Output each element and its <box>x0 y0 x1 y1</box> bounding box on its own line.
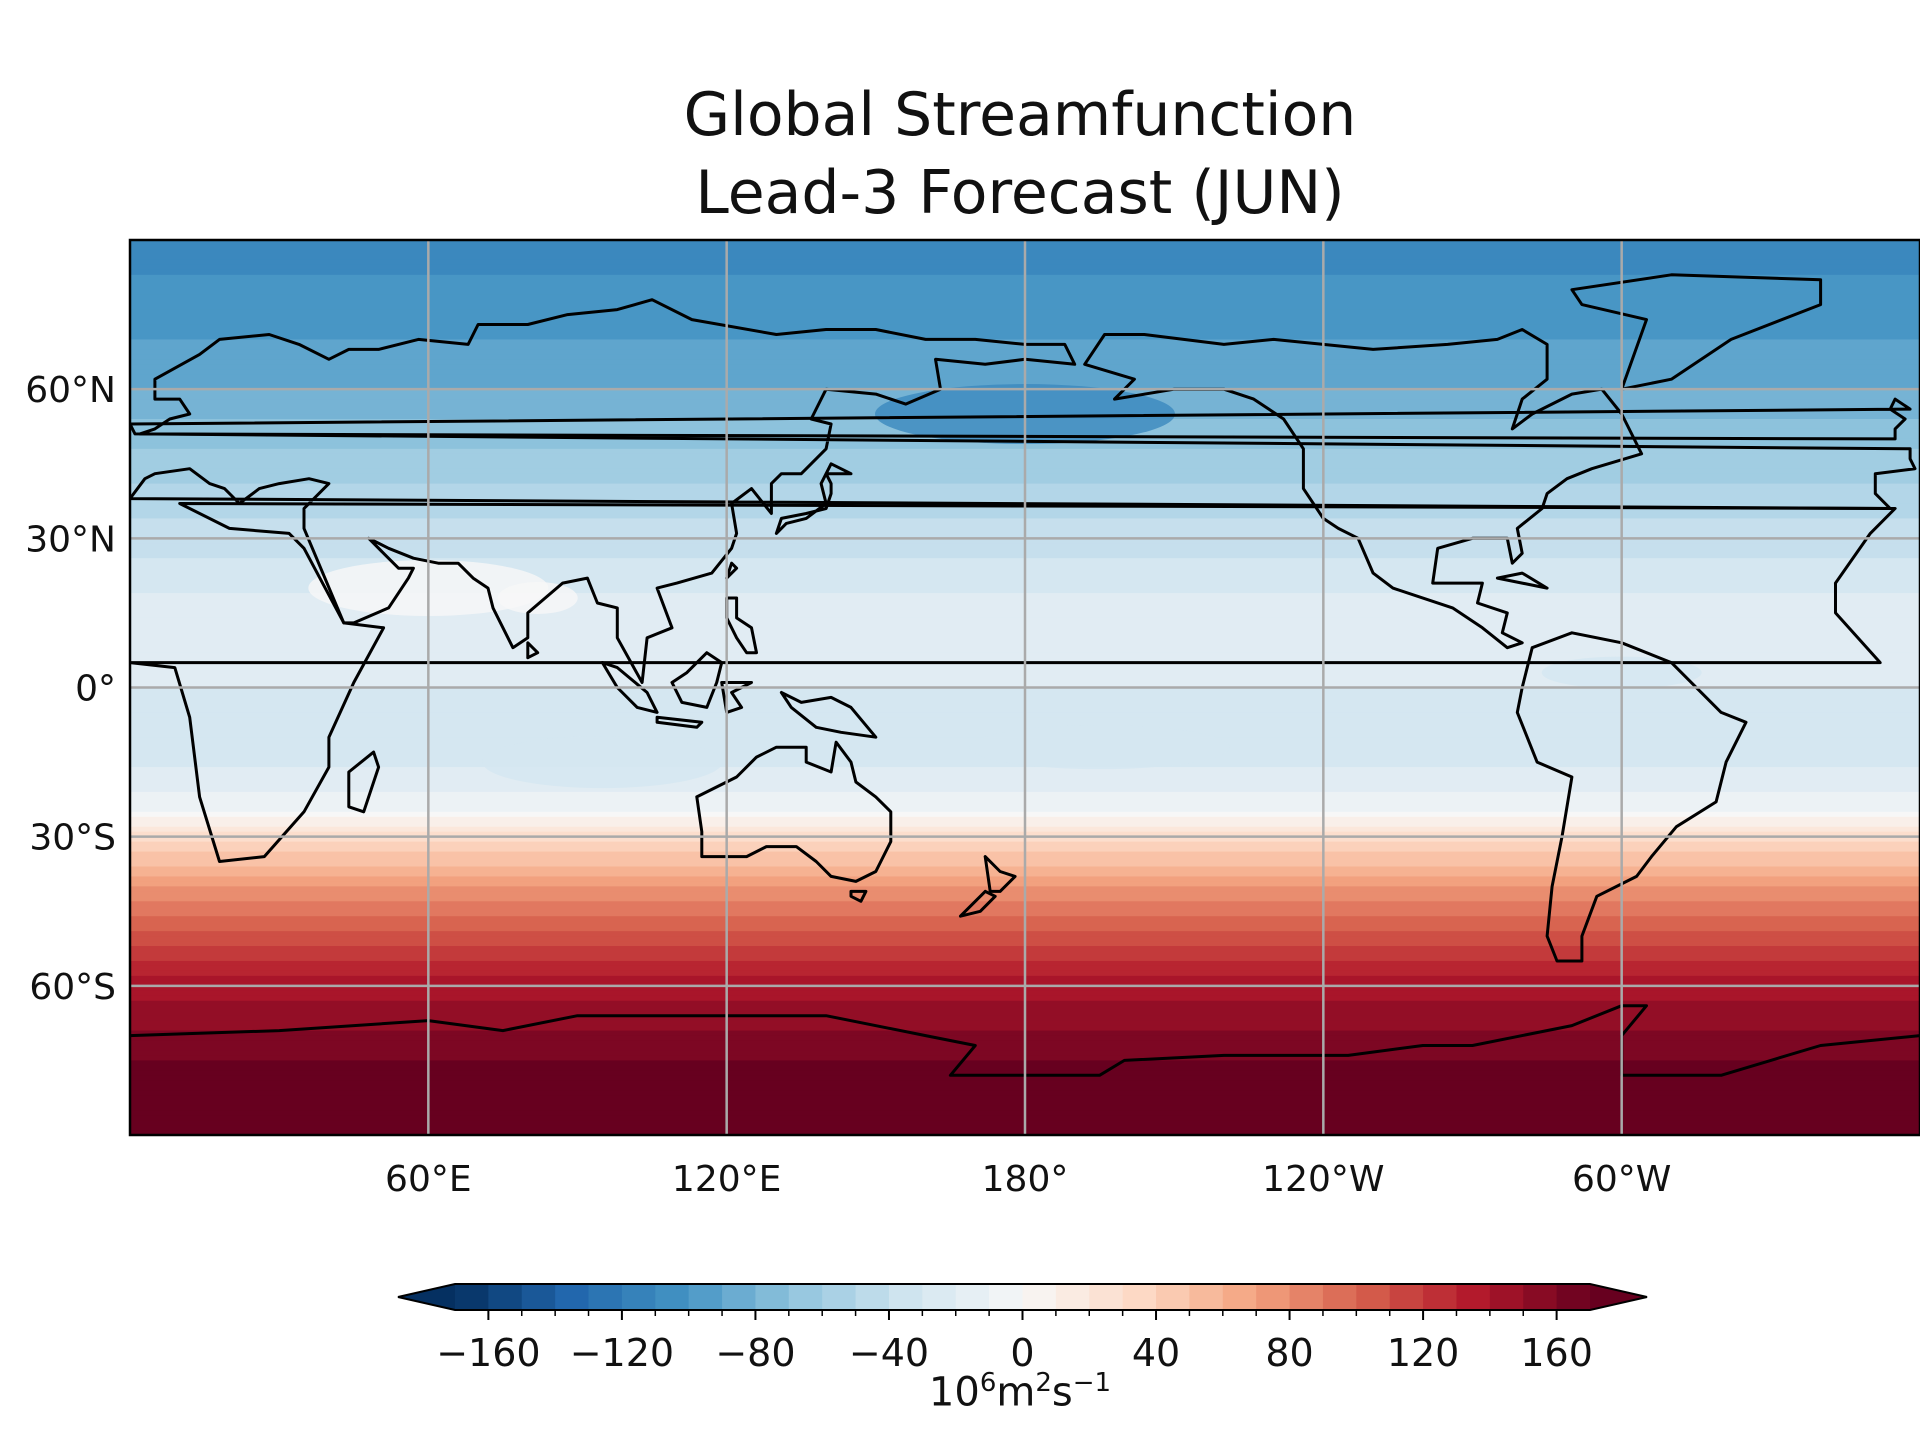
gridlines <box>130 240 1920 1135</box>
colorbar-extend-min <box>398 1284 455 1310</box>
colorbar: −160 −120 −80 −40 0 40 80 120 160 <box>397 1283 1648 1375</box>
coastline-segment <box>130 502 1897 863</box>
colorbar-bin <box>1122 1284 1157 1310</box>
colorbar-bin <box>1523 1284 1558 1310</box>
coastline-segment <box>1570 273 1823 391</box>
lon-tick-label: 120°W <box>1262 1159 1384 1200</box>
lon-tick-label: 60°W <box>1572 1159 1671 1200</box>
unit-exp2: 2 <box>1035 1368 1052 1398</box>
colorbar-bin <box>688 1284 723 1310</box>
coastline-segment <box>725 561 739 580</box>
colorbar-tick-label: −160 <box>436 1331 540 1375</box>
colorbar-bin <box>655 1284 690 1310</box>
coastline-segment <box>779 691 878 739</box>
map-title-line-1: Global Streamfunction <box>683 80 1357 150</box>
colorbar-tick-label: −120 <box>570 1331 674 1375</box>
unit-s: s <box>1051 1369 1073 1416</box>
lat-tick-label: 0° <box>75 669 116 710</box>
colorbar-bin <box>1423 1284 1458 1310</box>
colorbar-bin <box>455 1284 489 1310</box>
unit-exp3: −1 <box>1072 1368 1112 1398</box>
colorbar-bin <box>989 1284 1024 1310</box>
colorbar-bin <box>1156 1284 1191 1310</box>
latitude-tick-labels: 60°N 30°N 0° 30°S 60°S <box>25 370 116 1008</box>
colorbar-bin <box>755 1284 790 1310</box>
colorbar-bin <box>822 1284 857 1310</box>
unit-base: 10 <box>928 1369 980 1416</box>
colorbar-extend-max <box>1590 1284 1647 1310</box>
lon-tick-label: 60°E <box>385 1159 472 1200</box>
coastline-segment <box>655 715 704 729</box>
unit-m: m <box>996 1369 1036 1416</box>
colorbar-tick-label: 0 <box>1010 1331 1034 1375</box>
colorbar-bin <box>555 1284 590 1310</box>
map-title-line-2: Lead-3 Forecast (JUN) <box>695 158 1345 228</box>
coastline-segment <box>1495 571 1549 590</box>
colorbar-bin <box>788 1284 823 1310</box>
colorbar-bin <box>855 1284 890 1310</box>
colorbar-tick-label: 160 <box>1520 1331 1593 1375</box>
coastline-segment <box>130 298 1917 684</box>
longitude-tick-labels: 60°E 120°E 180° 120°W 60°W <box>385 1159 1671 1200</box>
colorbar-bin <box>621 1284 656 1310</box>
colorbar-bin <box>1055 1284 1090 1310</box>
lat-tick-label: 30°S <box>29 818 116 859</box>
colorbar-tick-label: 40 <box>1132 1331 1180 1375</box>
colorbar-bin <box>521 1284 556 1310</box>
colorbar-bin <box>922 1284 957 1310</box>
colorbar-bin <box>1256 1284 1291 1310</box>
colorbar-bin <box>888 1284 923 1310</box>
lat-tick-label: 30°N <box>25 519 116 560</box>
coastline-segment <box>695 740 893 883</box>
colorbar-bin <box>588 1284 623 1310</box>
unit-exp1: 6 <box>979 1368 997 1398</box>
colorbar-bin <box>1389 1284 1424 1310</box>
colorbar-unit-label: 106m2s−1 <box>0 1368 1920 1415</box>
colorbar-bin <box>1456 1284 1491 1310</box>
colorbar-bin <box>488 1284 523 1310</box>
coastline-segment <box>774 462 853 535</box>
colorbar-bin <box>1556 1284 1591 1310</box>
colorbar-bin <box>722 1284 757 1310</box>
colorbar-bin <box>1222 1284 1257 1310</box>
lon-tick-label: 180° <box>982 1159 1069 1200</box>
colorbar-bin <box>1189 1284 1224 1310</box>
colorbar-tick-label: −80 <box>715 1331 795 1375</box>
colorbar-bin <box>1356 1284 1391 1310</box>
colorbar-bin <box>1322 1284 1357 1310</box>
lat-tick-label: 60°N <box>25 370 116 411</box>
colorbar-bin <box>1022 1284 1057 1310</box>
coastline-segment <box>1515 631 1748 963</box>
coastline-segment <box>670 651 724 709</box>
coastline-segment <box>958 889 997 918</box>
colorbar-tick-label: 120 <box>1387 1331 1460 1375</box>
colorbar-bin <box>1289 1284 1324 1310</box>
coastline-segment <box>983 855 1017 893</box>
colorbar-tick-label: −40 <box>849 1331 929 1375</box>
colorbar-bin <box>1489 1284 1524 1310</box>
lon-tick-label: 120°E <box>672 1159 781 1200</box>
map-frame <box>128 238 1920 1137</box>
coastline-segment <box>725 596 758 655</box>
coastline-segment <box>130 397 1912 441</box>
colorbar-bin <box>955 1284 990 1310</box>
coastline-segment <box>526 641 540 660</box>
coastline-segment <box>347 750 381 814</box>
colorbar-bin <box>1089 1284 1124 1310</box>
colorbar-tick-label: 80 <box>1265 1331 1313 1375</box>
lat-tick-label: 60°S <box>29 967 116 1008</box>
colorbar-outline <box>397 1283 1648 1311</box>
coastline-segment <box>849 889 868 903</box>
